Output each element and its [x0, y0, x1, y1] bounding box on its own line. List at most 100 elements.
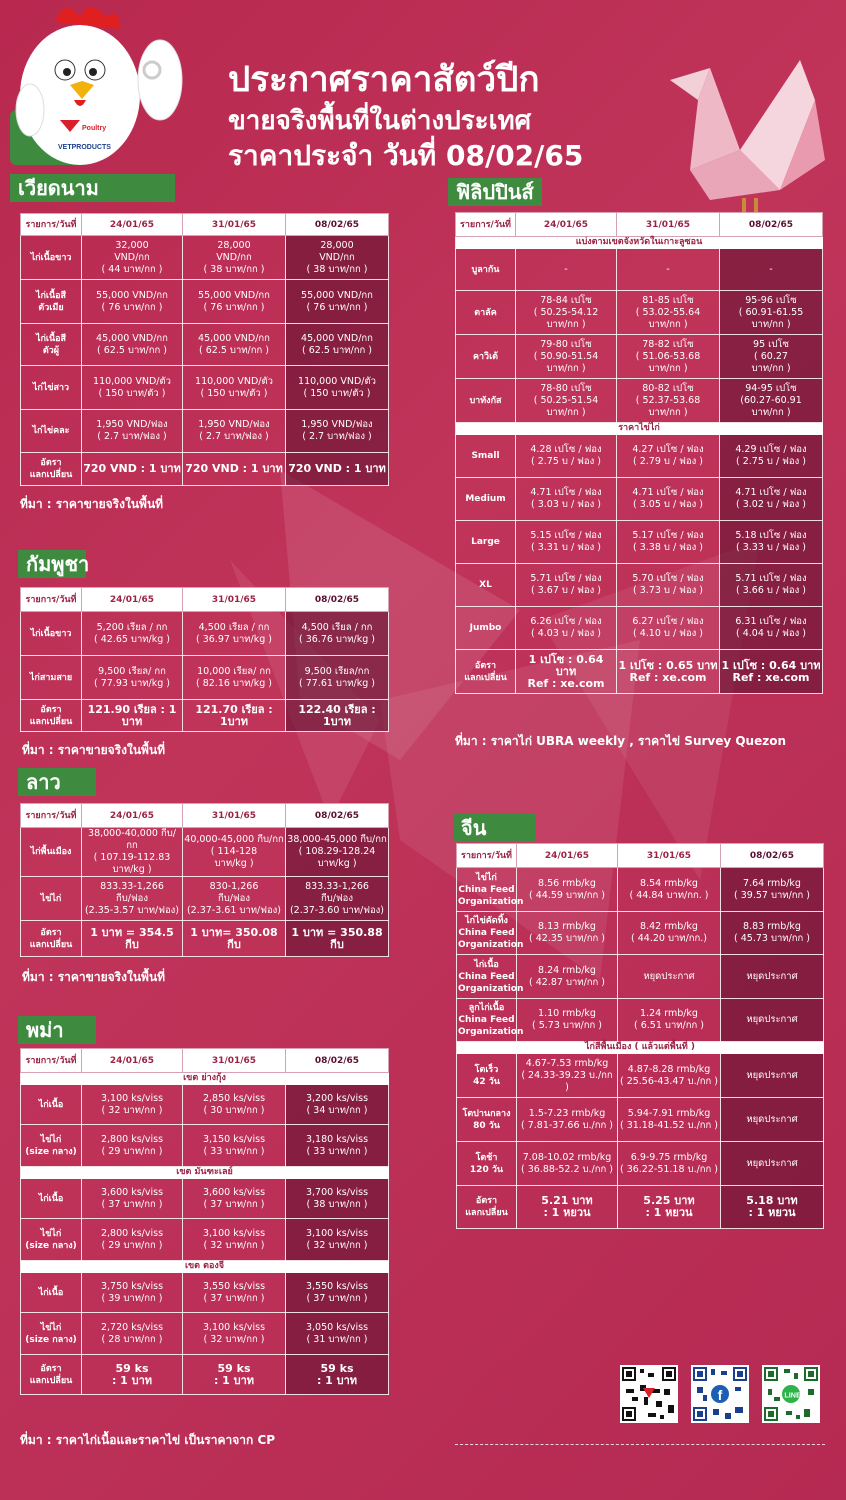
- row-label: ไก่เนื้อ China Feed Organization: [458, 959, 524, 994]
- price-cell: 110,000 VND/ตัว ( 150 บาท/ตัว ): [195, 375, 273, 399]
- row-label: ไก่พื้นเมือง: [30, 847, 72, 857]
- column-header: 24/01/65: [81, 587, 183, 612]
- row-label: คาวิเต้: [472, 351, 499, 362]
- price-cell: 8.83 rmb/kg ( 45.73 บาท/กก ): [734, 921, 810, 944]
- laos-section-tag: ลาว: [18, 768, 96, 796]
- row-label: ไก่เนื้อขาว: [30, 628, 72, 639]
- price-cell: 6.26 เปโซ / ฟอง ( 4.03 บ / ฟอง ): [530, 616, 602, 639]
- price-cell: 45,000 VND/กก ( 62.5 บาท/กก ): [301, 332, 373, 356]
- price-cell: 4.29 เปโซ / ฟอง ( 2.75 บ / ฟอง ): [735, 444, 807, 467]
- exchange-rate-cell: 720 VND : 1 บาท: [288, 462, 386, 475]
- column-header: รายการ/วันที่: [20, 587, 82, 612]
- column-header: 08/02/65: [285, 803, 389, 828]
- price-cell: 3,100 ks/viss ( 32 บาท/กก ): [305, 1227, 369, 1251]
- exchange-rate-cell: 59 ks : 1 บาท: [316, 1361, 358, 1387]
- row-label: ไข่ไก่ (size กลาง): [25, 1322, 77, 1345]
- exchange-rate-cell: 59 ks : 1 บาท: [213, 1361, 255, 1387]
- exchange-rate-cell: 1 บาท= 350.08 กีบ: [190, 925, 278, 951]
- exchange-rate-cell: 59 ks : 1 บาท: [111, 1361, 153, 1387]
- page-subtitle: ขายจริงพื้นที่ในต่างประเทศ: [228, 106, 532, 136]
- row-label: Jumbo: [469, 623, 502, 633]
- price-cell: 5.94-7.91 rmb/kg ( 31.18-41.52 บ./กก ): [619, 1107, 719, 1131]
- price-cell: 8.24 rmb/kg ( 42.87 บาท/กก ): [529, 964, 605, 988]
- row-label: ไก่ไข่คัดทิ้ง China Feed Organization: [458, 916, 524, 950]
- region-header: ไก่สีพื้นเมือง ( แล้วแต่พื้นที่ ): [456, 1041, 824, 1054]
- column-header: รายการ/วันที่: [20, 1048, 82, 1073]
- myanmar-section-tag: พม่า: [18, 1016, 96, 1044]
- exchange-rate-cell: 1 บาท = 354.5 กีบ: [90, 925, 174, 951]
- column-header: 08/02/65: [719, 212, 823, 237]
- row-label: บาทังกัส: [469, 395, 502, 406]
- exchange-rate-cell: 5.25 บาท : 1 หยวน: [643, 1194, 695, 1219]
- row-label: ไก่เนื้อ: [38, 1099, 64, 1110]
- exchange-rate-cell: 5.18 บาท : 1 หยวน: [746, 1194, 798, 1219]
- column-header: 08/02/65: [720, 843, 824, 868]
- price-cell: 2,800 ks/viss ( 29 บาท/กก ): [100, 1133, 164, 1157]
- price-cell: 6.31 เปโซ / ฟอง ( 4.04 บ / ฟอง ): [735, 616, 807, 639]
- price-cell: 4.28 เปโซ / ฟอง ( 2.75 บ / ฟอง ): [530, 444, 602, 467]
- column-header: 08/02/65: [285, 1048, 389, 1073]
- svg-text:LINE: LINE: [784, 1391, 801, 1400]
- column-header: รายการ/วันที่: [456, 843, 517, 868]
- price-cell: 7.64 rmb/kg ( 39.57 บาท/กก ): [734, 877, 810, 901]
- column-header: รายการ/วันที่: [20, 213, 82, 236]
- qr-code[interactable]: [620, 1365, 678, 1423]
- chicken-mascot-logo: Poultry VETPRODUCTS: [0, 0, 200, 170]
- price-cell: 4,500 เรียล / กก ( 36.97 บาท/kg ): [195, 621, 273, 645]
- row-label: ไก่เนื้อขาว: [30, 252, 72, 263]
- origami-rooster-graphic: [670, 60, 825, 222]
- price-cell: 7.08-10.02 rmb/kg ( 36.88-52.2 บ./กก ): [520, 1151, 613, 1175]
- price-cell: 32,000 VND/กก ( 44 บาท/กก ): [101, 239, 163, 275]
- price-cell: 110,000 VND/ตัว ( 150 บาท/ตัว ): [298, 375, 376, 399]
- price-cell: 9,500 เรียล/กก ( 77.61 บาท/kg ): [298, 665, 376, 689]
- exchange-rate-cell: 121.90 เรียล : 1 บาท: [87, 702, 177, 728]
- price-cell: 45,000 VND/กก ( 62.5 บาท/กก ): [96, 332, 168, 356]
- row-label: ไก่เนื้อสี ตัวเมีย: [35, 290, 67, 313]
- price-cell: 2,800 ks/viss ( 29 บาท/กก ): [100, 1227, 164, 1251]
- price-cell: 4.67-7.53 rmb/kg ( 24.33-39.23 บ./กก ): [521, 1057, 613, 1093]
- source-note: ที่มา : ราคาไก่ UBRA weekly , ราคาไข่ Su…: [455, 734, 787, 748]
- column-header: 24/01/65: [516, 843, 618, 868]
- row-label: ไก่ไข่คละ: [32, 426, 70, 436]
- laos-price-table: รายการ/วันที่ 24/01/65 31/01/65 08/02/65…: [20, 803, 389, 957]
- price-cell: 830-1,266 กีบ/ฟอง (2.37-3.61 บาท/ฟอง): [186, 880, 282, 916]
- column-header: 31/01/65: [182, 1048, 286, 1073]
- price-cell: 78-82 เปโซ ( 51.06-53.68 บาท/กก ): [635, 338, 701, 374]
- price-cell: 28,000 VND/กก ( 38 บาท/กก ): [306, 239, 368, 275]
- footer-divider: [455, 1444, 825, 1445]
- column-header: 24/01/65: [81, 1048, 183, 1073]
- line-qr-code[interactable]: LINE: [762, 1365, 820, 1423]
- column-header: 24/01/65: [81, 213, 183, 236]
- price-cell: 2,720 ks/viss ( 28 บาท/กก ): [100, 1321, 164, 1345]
- facebook-qr-icon: f: [691, 1365, 749, 1423]
- page-title: ประกาศราคาสัตว์ปีก: [228, 60, 540, 100]
- price-cell: 8.42 rmb/kg ( 44.20 บาท/กก.): [631, 921, 707, 944]
- row-label: อัตรา แลกเปลี่ยน: [465, 1196, 508, 1218]
- price-cell: หยุดประกาศ: [746, 1157, 798, 1169]
- myanmar-price-table: รายการ/วันที่ 24/01/65 31/01/65 08/02/65…: [20, 1048, 389, 1395]
- region-header: เขต ตองจี: [20, 1260, 389, 1273]
- philippines-price-table: รายการ/วันที่ 24/01/65 31/01/65 08/02/65…: [455, 212, 823, 694]
- column-header: 31/01/65: [182, 803, 286, 828]
- price-cell: 3,100 ks/viss ( 32 บาท/กก ): [202, 1227, 266, 1251]
- price-cell: หยุดประกาศ: [746, 1069, 798, 1081]
- region-header: ราคาไข่ไก่: [455, 422, 823, 435]
- price-cell: 4,500 เรียล / กก ( 36.76 บาท/kg ): [298, 621, 376, 645]
- column-header: 31/01/65: [617, 843, 721, 868]
- price-cell: 5.70 เปโซ / ฟอง ( 3.73 บ / ฟอง ): [632, 573, 704, 596]
- price-cell: -: [666, 263, 670, 275]
- exchange-rate-cell: 720 VND : 1 บาท: [185, 462, 283, 475]
- row-label: ไก่เนื้อ: [38, 1287, 64, 1298]
- qr-code-icon: [620, 1365, 678, 1423]
- price-cell: 9,500 เรียล/ กก ( 77.93 บาท/kg ): [93, 665, 171, 689]
- price-cell: 28,000 VND/กก ( 38 บาท/กก ): [203, 239, 265, 275]
- price-cell: 5,200 เรียล / กก ( 42.65 บาท/kg ): [93, 621, 171, 645]
- price-cell: หยุดประกาศ: [746, 970, 798, 982]
- cambodia-section-tag: กัมพูชา: [18, 550, 89, 578]
- facebook-qr-code[interactable]: f: [691, 1365, 749, 1423]
- price-cell: 3,200 ks/viss ( 34 บาท/กก ): [305, 1092, 369, 1116]
- row-label: อัตรา แลกเปลี่ยน: [29, 704, 73, 727]
- source-note: ที่มา : ราคาขายจริงในพื้นที่: [20, 497, 164, 511]
- price-cell: 1,950 VND/ฟอง ( 2.7 บาท/ฟอง ): [301, 419, 373, 442]
- row-label: โตเร็ว 42 วัน: [473, 1064, 500, 1087]
